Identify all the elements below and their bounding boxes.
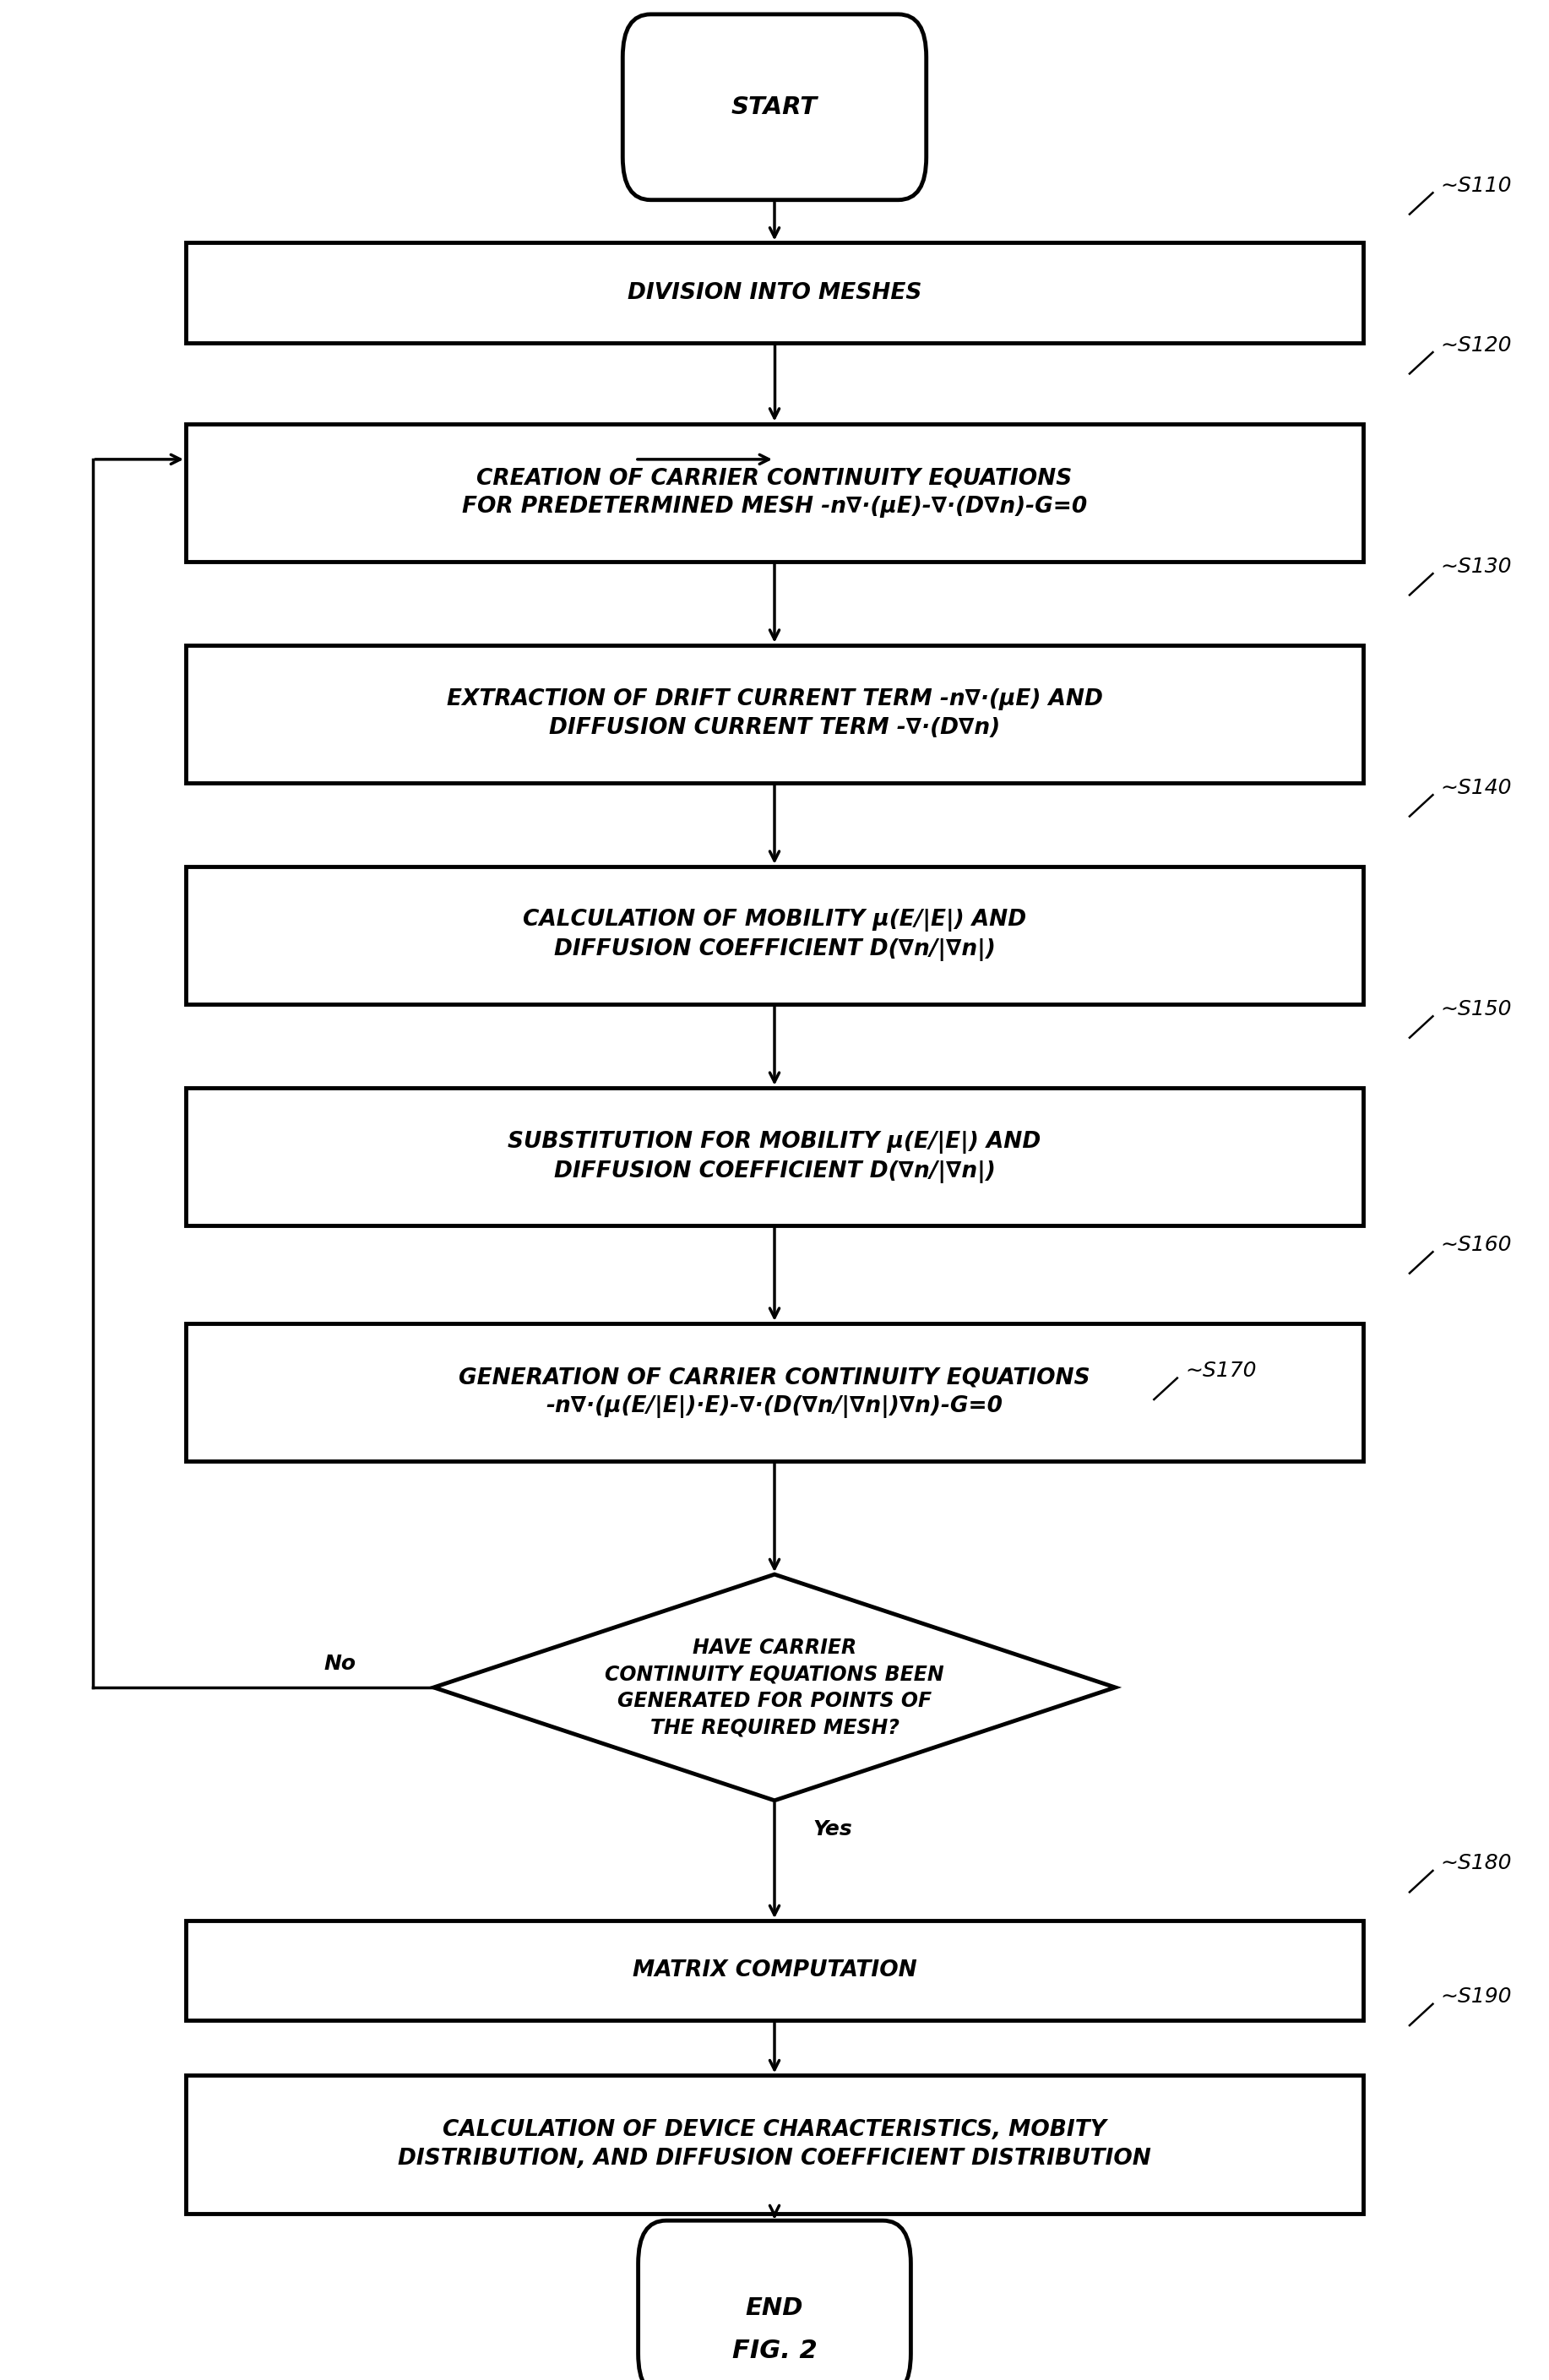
Text: ∼S120: ∼S120 [1441, 336, 1512, 355]
Text: ∼S180: ∼S180 [1441, 1854, 1512, 1873]
Text: No: No [324, 1654, 356, 1673]
Text: FIG. 2: FIG. 2 [733, 2340, 816, 2363]
Bar [186, 1921, 1363, 2021]
FancyBboxPatch shape [638, 2221, 911, 2380]
Text: ∼S140: ∼S140 [1441, 778, 1512, 797]
Bar [186, 645, 1363, 783]
Text: Yes: Yes [813, 1818, 852, 1840]
Text: START: START [731, 95, 818, 119]
FancyBboxPatch shape [623, 14, 926, 200]
Text: ∼S170: ∼S170 [1185, 1361, 1256, 1380]
Text: GENERATION OF CARRIER CONTINUITY EQUATIONS
-n∇·(μ(E/|E|)·E)-∇·(D(∇n/|∇n|)∇n)-G=0: GENERATION OF CARRIER CONTINUITY EQUATIO… [459, 1366, 1090, 1418]
Bar [186, 1088, 1363, 1226]
Text: ∼S130: ∼S130 [1441, 557, 1512, 576]
Text: END: END [745, 2297, 804, 2320]
Text: ∼S190: ∼S190 [1441, 1987, 1512, 2006]
Text: HAVE CARRIER
CONTINUITY EQUATIONS BEEN
GENERATED FOR POINTS OF
THE REQUIRED MESH: HAVE CARRIER CONTINUITY EQUATIONS BEEN G… [606, 1637, 943, 1737]
Text: SUBSTITUTION FOR MOBILITY μ(E/|E|) AND
DIFFUSION COEFFICIENT D(∇n/|∇n|): SUBSTITUTION FOR MOBILITY μ(E/|E|) AND D… [508, 1130, 1041, 1183]
Text: MATRIX COMPUTATION: MATRIX COMPUTATION [632, 1959, 917, 1983]
Text: CREATION OF CARRIER CONTINUITY EQUATIONS
FOR PREDETERMINED MESH -n∇·(μE)-∇·(D∇n): CREATION OF CARRIER CONTINUITY EQUATIONS… [462, 466, 1087, 519]
Bar [186, 243, 1363, 343]
Bar [186, 2075, 1363, 2213]
Text: CALCULATION OF MOBILITY μ(E/|E|) AND
DIFFUSION COEFFICIENT D(∇n/|∇n|): CALCULATION OF MOBILITY μ(E/|E|) AND DIF… [522, 909, 1027, 962]
Polygon shape [434, 1576, 1115, 1799]
Text: ∼S110: ∼S110 [1441, 176, 1512, 195]
Bar [186, 424, 1363, 562]
Text: ∼S150: ∼S150 [1441, 1000, 1512, 1019]
Bar [186, 1323, 1363, 1461]
Text: EXTRACTION OF DRIFT CURRENT TERM -n∇·(μE) AND
DIFFUSION CURRENT TERM -∇·(D∇n): EXTRACTION OF DRIFT CURRENT TERM -n∇·(μE… [446, 688, 1103, 740]
Text: DIVISION INTO MESHES: DIVISION INTO MESHES [627, 281, 922, 305]
Bar [186, 866, 1363, 1004]
Text: ∼S160: ∼S160 [1441, 1235, 1512, 1254]
Text: CALCULATION OF DEVICE CHARACTERISTICS, MOBITY
DISTRIBUTION, AND DIFFUSION COEFFI: CALCULATION OF DEVICE CHARACTERISTICS, M… [398, 2118, 1151, 2171]
